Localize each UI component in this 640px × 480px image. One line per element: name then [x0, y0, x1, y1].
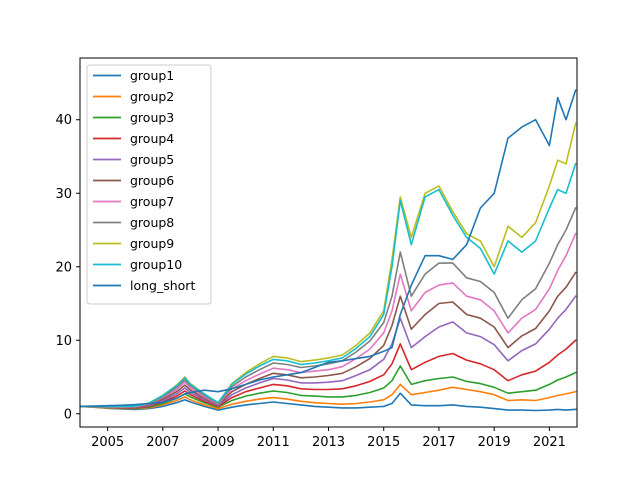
legend-label-group3: group3 — [130, 110, 174, 125]
x-tick-label: 2013 — [312, 435, 345, 450]
legend-label-long_short: long_short — [130, 278, 195, 293]
legend-label-group5: group5 — [130, 152, 174, 167]
y-tick-label: 10 — [55, 334, 72, 349]
legend-label-group4: group4 — [130, 131, 174, 146]
x-tick-label: 2007 — [146, 435, 179, 450]
legend-label-group7: group7 — [130, 194, 174, 209]
legend-label-group8: group8 — [130, 215, 174, 230]
legend-label-group6: group6 — [130, 173, 174, 188]
y-tick-label: 0 — [64, 407, 72, 422]
x-tick-label: 2009 — [202, 435, 235, 450]
x-tick-label: 2005 — [91, 435, 124, 450]
legend: group1 group2 group3 group4 group5 group6 grou… — [87, 65, 211, 304]
y-tick-label: 30 — [55, 187, 72, 202]
x-tick-label: 2011 — [257, 435, 290, 450]
legend-label-group9: group9 — [130, 236, 174, 251]
legend-label-group10: group10 — [130, 257, 182, 272]
x-tick-label: 2021 — [533, 435, 566, 450]
x-tick-label: 2015 — [367, 435, 400, 450]
y-tick-label: 40 — [55, 113, 72, 128]
x-tick-label: 2019 — [478, 435, 511, 450]
legend-label-group2: group2 — [130, 89, 174, 104]
x-tick-label: 2017 — [422, 435, 455, 450]
legend-label-group1: group1 — [130, 68, 174, 83]
y-tick-label: 20 — [55, 260, 72, 275]
